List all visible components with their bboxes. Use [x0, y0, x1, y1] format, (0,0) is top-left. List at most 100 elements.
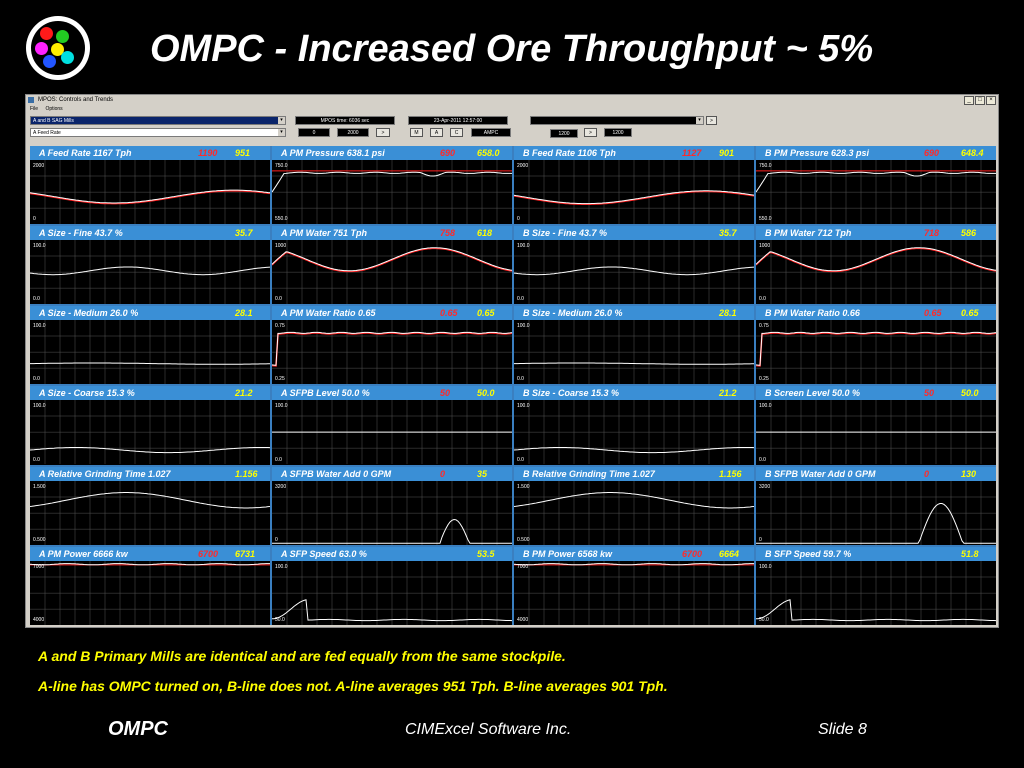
- trend-tile[interactable]: A PM Pressure 638.1 psi 690 658.0 750.0 550.…: [272, 146, 512, 225]
- trend-tile[interactable]: B PM Power 6568 kw 6700 6664 7000 4000: [514, 546, 754, 625]
- axis-min-label: 0.0: [517, 296, 524, 303]
- trend-tile[interactable]: A Size - Coarse 15.3 % 21.2 100.0 0.0: [30, 386, 270, 465]
- trend-header[interactable]: B PM Water 712 Tph 718 586: [756, 226, 996, 241]
- trend-header[interactable]: B Screen Level 50.0 % 50 50.0: [756, 386, 996, 401]
- trend-tile[interactable]: A PM Power 6666 kw 6700 6731 7000 4000: [30, 546, 270, 625]
- trend-tile[interactable]: B SFPB Water Add 0 GPM 0 130 3200 0: [756, 466, 996, 545]
- footer-center: CIMExcel Software Inc.: [405, 721, 572, 738]
- footer-left: OMPC: [108, 718, 168, 740]
- trend-tile[interactable]: B Size - Coarse 15.3 % 21.2 100.0 0.0: [514, 386, 754, 465]
- trend-name: B Size - Fine 43.7 %: [523, 228, 608, 239]
- ampc-status: AMPC: [471, 128, 511, 137]
- trend-header[interactable]: B Size - Coarse 15.3 % 21.2: [514, 386, 754, 401]
- variable-select[interactable]: A Feed Rate ▾: [30, 128, 286, 137]
- trend-tile[interactable]: B Feed Rate 1106 Tph 1127 901 2000 0: [514, 146, 754, 225]
- trend-header[interactable]: A SFP Speed 63.0 % 53.5: [272, 546, 512, 561]
- trend-header[interactable]: A PM Water Ratio 0.65 0.65 0.65: [272, 306, 512, 321]
- trend-tile[interactable]: B PM Water 712 Tph 718 586 1000 0.0: [756, 226, 996, 305]
- setpoint-value: 1190: [198, 148, 218, 158]
- time-from-field[interactable]: 0: [298, 128, 330, 137]
- trend-tile[interactable]: A Size - Medium 26.0 % 28.1 100.0 0.0: [30, 306, 270, 385]
- maximize-button[interactable]: □: [975, 96, 985, 105]
- trend-header[interactable]: B Relative Grinding Time 1.027 1.156: [514, 466, 754, 481]
- chevron-down-icon[interactable]: ▾: [278, 129, 285, 136]
- trend-header[interactable]: A SFPB Water Add 0 GPM 0 35: [272, 466, 512, 481]
- trend-tile[interactable]: A Relative Grinding Time 1.027 1.156 1.500…: [30, 466, 270, 545]
- trend-tile[interactable]: A PM Water Ratio 0.65 0.65 0.65 0.75 0.25: [272, 306, 512, 385]
- mode-a-button[interactable]: A: [430, 128, 443, 137]
- trend-header[interactable]: B Feed Rate 1106 Tph 1127 901: [514, 146, 754, 160]
- trend-header[interactable]: B PM Power 6568 kw 6700 6664: [514, 546, 754, 561]
- trend-header[interactable]: B Size - Medium 26.0 % 28.1: [514, 306, 754, 321]
- trend-header[interactable]: A Size - Coarse 15.3 % 21.2: [30, 386, 270, 401]
- mill-select[interactable]: A and B SAG Mills ▾: [30, 116, 286, 125]
- trend-tile[interactable]: A Feed Rate 1167 Tph 1190 951 2000 0: [30, 146, 270, 225]
- trend-line: [514, 491, 754, 509]
- trend-tile[interactable]: A SFPB Water Add 0 GPM 0 35 3200 0: [272, 466, 512, 545]
- current-value: 0.65: [961, 308, 979, 319]
- current-value: 0.65: [477, 308, 495, 319]
- cimexcel-logo: [26, 16, 90, 80]
- trend-tile[interactable]: B Relative Grinding Time 1.027 1.156 1.500…: [514, 466, 754, 545]
- trend-tile[interactable]: A PM Water 751 Tph 758 618 1000 0.0: [272, 226, 512, 305]
- mode-c-button[interactable]: C: [450, 128, 463, 137]
- trend-line: [756, 598, 996, 621]
- trend-tile[interactable]: B PM Pressure 628.3 psi 690 648.4 750.0 550.…: [756, 146, 996, 225]
- trend-name: B SFP Speed 59.7 %: [765, 548, 852, 559]
- trend-header[interactable]: A PM Water 751 Tph 758 618: [272, 226, 512, 241]
- trend-header[interactable]: B Size - Fine 43.7 % 35.7: [514, 226, 754, 241]
- trend-header[interactable]: A Size - Fine 43.7 % 35.7: [30, 226, 270, 241]
- trend-header[interactable]: A Feed Rate 1167 Tph 1190 951: [30, 146, 270, 160]
- chevron-down-icon[interactable]: ▾: [278, 117, 285, 124]
- trend-tile[interactable]: A Size - Fine 43.7 % 35.7 100.0 0.0: [30, 226, 270, 305]
- axis-min-label: 50.0: [275, 616, 285, 623]
- axis-max-label: 100.0: [759, 403, 772, 410]
- menu-options[interactable]: Options: [45, 106, 63, 112]
- trend-line: [30, 562, 270, 566]
- trend-header[interactable]: B PM Pressure 628.3 psi 690 648.4: [756, 146, 996, 160]
- axis-min-label: 0.0: [517, 456, 524, 463]
- trend-tile[interactable]: A SFPB Level 50.0 % 50 50.0 100.0 0.0: [272, 386, 512, 465]
- setpoint-value: 1127: [682, 148, 702, 158]
- trend-header[interactable]: A SFPB Level 50.0 % 50 50.0: [272, 386, 512, 401]
- time-to-field[interactable]: 2000: [337, 128, 369, 137]
- chevron-down-icon[interactable]: ▾: [696, 117, 703, 124]
- minimize-button[interactable]: _: [964, 96, 974, 105]
- trend-header[interactable]: A PM Power 6666 kw 6700 6731: [30, 546, 270, 561]
- trend-tile[interactable]: B Screen Level 50.0 % 50 50.0 100.0 0.0: [756, 386, 996, 465]
- axis-max-label: 100.0: [33, 323, 46, 330]
- value-field-2[interactable]: 1200: [604, 128, 632, 137]
- trend-header[interactable]: B SFPB Water Add 0 GPM 0 130: [756, 466, 996, 481]
- axis-min-label: 4000: [33, 616, 45, 623]
- trend-tile[interactable]: B PM Water Ratio 0.66 0.65 0.65 0.75 0.25: [756, 306, 996, 385]
- trend-tile[interactable]: B Size - Fine 43.7 % 35.7 100.0 0.0: [514, 226, 754, 305]
- mode-m-button[interactable]: M: [410, 128, 423, 137]
- trend-tile[interactable]: A SFP Speed 63.0 % 53.5 100.0 50.0: [272, 546, 512, 625]
- value-field-1[interactable]: 1200: [550, 129, 578, 138]
- trend-plot: 0.75 0.25: [756, 320, 996, 385]
- trend-select[interactable]: ▾: [530, 116, 704, 125]
- trend-tile[interactable]: B SFP Speed 59.7 % 51.8 100.0 50.0: [756, 546, 996, 625]
- trend-name: B Size - Coarse 15.3 %: [523, 388, 620, 399]
- caption-line-1: A and B Primary Mills are identical and …: [38, 648, 566, 664]
- trend-line: [514, 266, 754, 276]
- caption-line-2: A-line has OMPC turned on, B-line does n…: [38, 678, 668, 694]
- trend-header[interactable]: A PM Pressure 638.1 psi 690 658.0: [272, 146, 512, 160]
- trend-line: [30, 266, 270, 276]
- trend-chart: [514, 160, 754, 225]
- trend-header[interactable]: B PM Water Ratio 0.66 0.65 0.65: [756, 306, 996, 321]
- trend-header[interactable]: B SFP Speed 59.7 % 51.8: [756, 546, 996, 561]
- trend-line: [272, 518, 512, 544]
- close-button[interactable]: ×: [986, 96, 996, 105]
- time-next-button[interactable]: >: [376, 128, 390, 137]
- trend-tile[interactable]: B Size - Medium 26.0 % 28.1 100.0 0.0: [514, 306, 754, 385]
- trend-name: A Size - Coarse 15.3 %: [39, 388, 135, 399]
- trend-header[interactable]: A Relative Grinding Time 1.027 1.156: [30, 466, 270, 481]
- trend-next-button[interactable]: >: [706, 116, 717, 125]
- setpoint-value: 0: [924, 468, 930, 479]
- setpoint-value: 6700: [198, 548, 219, 559]
- trend-chart: [30, 560, 270, 625]
- trend-header[interactable]: A Size - Medium 26.0 % 28.1: [30, 306, 270, 321]
- menu-file[interactable]: File: [30, 106, 39, 112]
- value-next-button[interactable]: >: [584, 128, 597, 137]
